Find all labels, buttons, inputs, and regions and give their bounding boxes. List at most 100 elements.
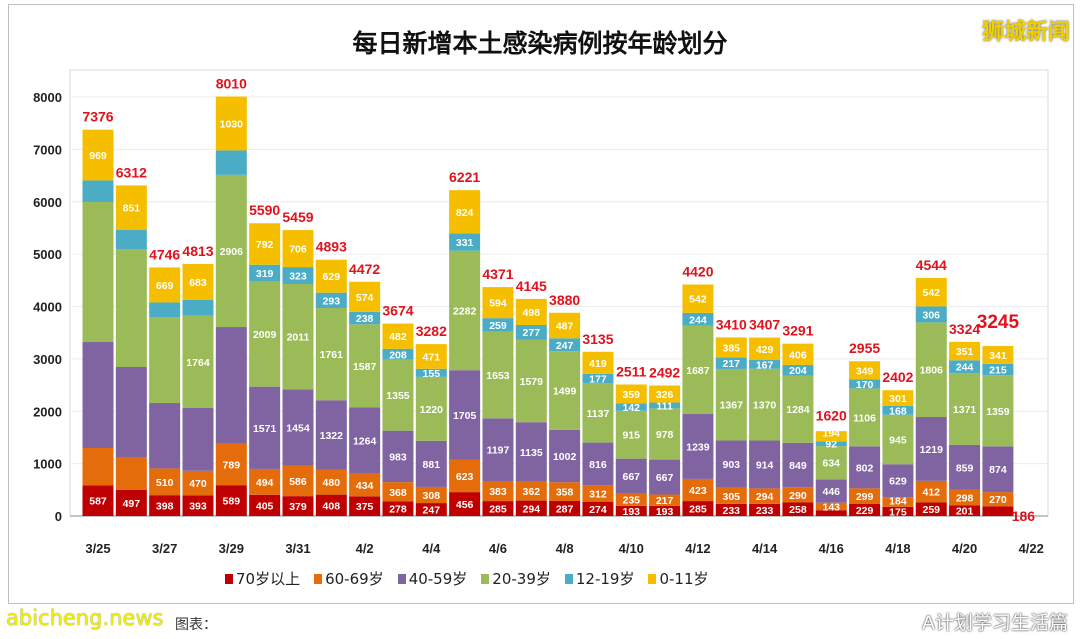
bar-segment [515,422,547,482]
data-label: 471 [423,351,441,363]
bar-segment [315,292,347,309]
data-label: 2009 [253,329,277,341]
data-label: 1284 [786,404,810,416]
data-label: 945 [889,435,907,447]
data-label: 1264 [353,436,377,448]
legend-swatch [225,573,233,584]
bar-segment [715,357,747,369]
bar-segment [849,488,881,505]
total-label: 6221 [449,169,480,185]
data-label: 375 [356,501,374,513]
data-label: 874 [989,464,1007,476]
bar-segment [249,494,281,516]
bar-segment [215,150,247,175]
data-label: 194 [822,428,840,440]
bar-segment [749,368,781,441]
data-label: 1454 [286,422,310,434]
data-label: 1220 [420,404,444,416]
data-label: 331 [456,237,474,249]
total-label: 3410 [716,316,747,332]
data-label: 362 [523,486,541,498]
legend-swatch [648,573,657,584]
data-label: 849 [789,460,807,472]
data-label: 706 [289,244,307,256]
bar-segment [115,185,147,230]
data-label: 1030 [220,118,244,130]
data-label: 629 [889,476,907,488]
bar-segment [282,283,314,390]
total-label: 7376 [82,109,113,125]
data-label: 215 [989,365,1007,377]
total-label: 2492 [649,364,680,380]
data-label: 667 [623,471,641,483]
data-label: 238 [356,313,374,325]
data-label: 1355 [386,390,410,402]
bar-segment [149,403,181,469]
bar-segment [949,341,981,361]
bar-segment [149,468,181,496]
data-label: 326 [656,389,674,401]
bar-segment [882,390,914,406]
bar-segment [949,444,981,490]
data-label: 2282 [453,305,477,317]
data-label: 859 [956,462,974,474]
bar-segment [249,468,281,495]
x-tick-label: 4/18 [885,541,910,556]
bar-segment [382,323,414,349]
bar-segment [849,361,881,380]
data-label: 623 [456,471,474,483]
data-label: 1322 [320,430,344,442]
data-label: 259 [922,504,940,516]
data-label: 233 [756,505,774,517]
data-label: 1499 [553,385,577,397]
bar-segment [615,403,647,411]
bar-segment [82,129,114,181]
bar-segment [282,267,314,284]
data-label: 667 [656,472,674,484]
data-label: 2011 [287,332,310,344]
bar-segment [915,480,947,503]
bar-segment [449,492,481,516]
bar-segment [882,405,914,415]
x-tick-label: 4/22 [1019,541,1044,556]
bar-segment [415,503,447,516]
data-label: 290 [789,490,807,502]
data-label: 277 [523,327,541,339]
total-label: 3880 [549,292,580,308]
legend-item: 0-11岁 [648,568,709,589]
data-label: 1653 [486,370,510,382]
bar-segment [815,441,847,447]
data-label: 270 [989,494,1007,506]
bar-segment [349,281,381,312]
data-label: 586 [289,476,307,488]
data-label: 1370 [753,400,777,412]
bar-segment [249,264,281,282]
bar-segment [982,363,1014,376]
data-label: 683 [189,277,207,289]
legend-item: 70岁以上 [225,568,300,589]
bar-segment [649,505,681,516]
bar-segment [649,494,681,506]
total-label: 4371 [482,266,513,282]
bar-segment [415,376,447,441]
data-label: 233 [723,505,741,517]
data-label: 170 [856,379,874,391]
bar-segment [582,485,614,502]
total-label: 3674 [382,303,413,319]
data-label: 301 [889,393,907,405]
data-label: 487 [556,321,574,333]
y-tick-label: 3000 [33,352,62,367]
bar-segment [649,385,681,403]
bar-segment [449,459,481,493]
bar-segment [782,442,814,488]
data-label: 498 [523,307,541,319]
data-label: 259 [489,320,507,332]
total-label: 3407 [749,317,780,333]
data-label: 589 [223,496,241,508]
bar-segment [615,458,647,494]
data-label: 193 [623,506,641,518]
bar-segment [215,443,247,486]
bar-segment [415,368,447,377]
x-tick-label: 4/14 [752,541,778,556]
bar-segment [549,500,581,516]
